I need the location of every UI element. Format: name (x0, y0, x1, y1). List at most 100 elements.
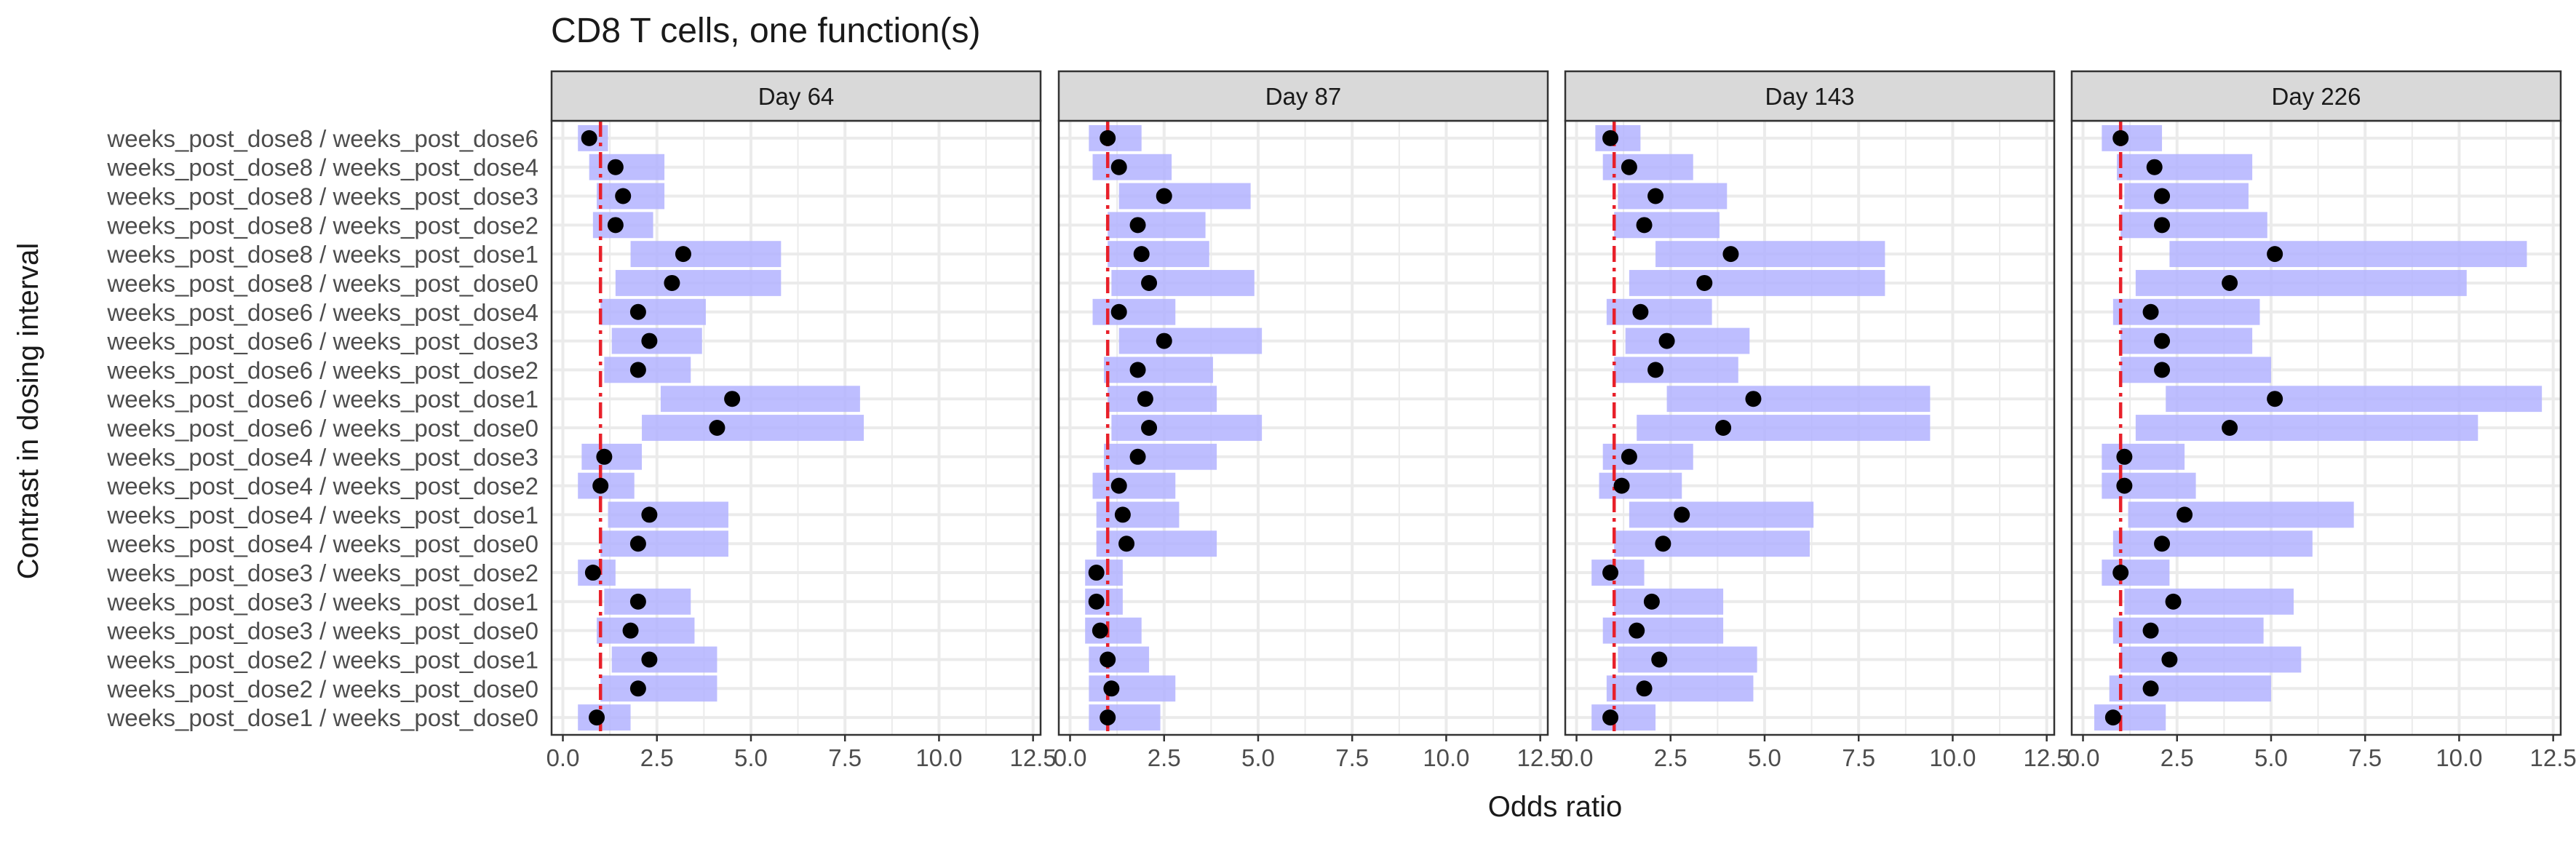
ci-bar (2169, 241, 2527, 268)
estimate-point (1129, 362, 1146, 378)
ci-bar (2112, 298, 2260, 325)
row-labels: weeks_post_dose8 / weeks_post_dose6weeks… (106, 125, 538, 731)
facet-strip (1564, 70, 2056, 122)
y-tick-label: weeks_post_dose2 / weeks_post_dose0 (106, 675, 538, 702)
estimate-point (592, 477, 609, 494)
ci-bar (2120, 646, 2302, 673)
estimate-point (629, 536, 646, 552)
y-tick-label: weeks_post_dose8 / weeks_post_dose6 (106, 125, 538, 152)
ci-bar (611, 646, 717, 673)
x-tick-label: 10.0 (915, 744, 962, 771)
ci-bar (1108, 386, 1217, 413)
estimate-point (641, 651, 658, 668)
estimate-point (615, 188, 632, 204)
ci-bar (642, 415, 864, 441)
estimate-point (1647, 188, 1664, 204)
x-tick-label: 10.0 (1929, 744, 1976, 771)
ci-bar (1111, 270, 1255, 296)
ci-bar (1096, 501, 1180, 528)
y-tick-label: weeks_post_dose4 / weeks_post_dose1 (106, 501, 538, 528)
y-axis-title: Contrast in dosing interval (12, 243, 44, 579)
ci-bar (2102, 560, 2170, 586)
ci-bar (608, 501, 728, 528)
x-tick-label: 12.5 (2024, 744, 2070, 771)
estimate-point (584, 565, 601, 581)
estimate-point (2112, 565, 2129, 581)
y-tick-label: weeks_post_dose8 / weeks_post_dose0 (106, 270, 538, 297)
ci-bar (600, 530, 728, 557)
ci-bar (1096, 530, 1217, 557)
y-tick-label: weeks_post_dose8 / weeks_post_dose4 (106, 154, 538, 181)
estimate-point (2116, 448, 2133, 465)
ci-bar (2166, 386, 2543, 413)
estimate-point (629, 593, 646, 610)
estimate-point (2161, 651, 2178, 668)
estimate-point (596, 448, 613, 465)
ci-bar (1606, 675, 1754, 702)
ci-bar (1614, 588, 1724, 615)
x-tick-label: 0.0 (2067, 744, 2100, 771)
facet-strip (550, 70, 1042, 122)
x-axis-title: Odds ratio (1488, 791, 1623, 823)
ci-bar (2120, 357, 2271, 383)
estimate-point (1118, 536, 1135, 552)
estimate-point (2177, 506, 2193, 523)
estimate-point (629, 680, 646, 697)
estimate-point (1133, 246, 1150, 263)
y-tick-label: weeks_post_dose6 / weeks_post_dose3 (106, 328, 538, 355)
y-tick-label: weeks_post_dose6 / weeks_post_dose4 (106, 299, 538, 326)
ci-bar (2124, 588, 2294, 615)
x-tick-label: 10.0 (2436, 744, 2482, 771)
estimate-point (1103, 680, 1120, 697)
ci-bar (597, 617, 695, 644)
y-tick-label: weeks_post_dose4 / weeks_post_dose0 (106, 530, 538, 557)
x-tick-label: 7.5 (1842, 744, 1875, 771)
ci-bar (1104, 357, 1213, 383)
ci-bar (2112, 530, 2313, 557)
estimate-point (1141, 274, 1158, 291)
x-tick-label: 0.0 (1560, 744, 1594, 771)
estimate-point (2104, 709, 2121, 726)
y-tick-label: weeks_post_dose3 / weeks_post_dose2 (106, 560, 538, 586)
ci-bar (2117, 154, 2253, 180)
estimate-point (607, 159, 624, 175)
ci-bar (1104, 443, 1217, 470)
estimate-point (2267, 246, 2283, 263)
estimate-point (2112, 130, 2129, 146)
estimate-point (581, 130, 597, 146)
ci-bar (1614, 530, 1810, 557)
ci-bar (1602, 154, 1693, 180)
estimate-point (1156, 333, 1172, 349)
x-tick-label: 2.5 (640, 744, 674, 771)
ci-bar (1614, 212, 1720, 239)
y-tick-label: weeks_post_dose8 / weeks_post_dose2 (106, 212, 538, 239)
ci-bar (1092, 298, 1176, 325)
estimate-point (1129, 217, 1146, 234)
ci-bar (1602, 443, 1693, 470)
estimate-point (1636, 217, 1653, 234)
ci-bar (1092, 154, 1172, 180)
estimate-point (1110, 477, 1127, 494)
ci-bar (600, 298, 706, 325)
ci-bar (1118, 327, 1263, 354)
estimate-point (1621, 448, 1637, 465)
estimate-point (2154, 362, 2171, 378)
ci-bar (1629, 270, 1885, 296)
facet-panel: Day 143 0.0 2.5 5.0 7.5 10.0 12.5 (1560, 70, 2070, 771)
estimate-point (1674, 506, 1690, 523)
x-tick-label: 5.0 (1748, 744, 1781, 771)
ci-bar (1108, 241, 1209, 268)
ci-bar (1602, 617, 1724, 644)
estimate-point (664, 274, 680, 291)
ci-bar (1629, 501, 1814, 528)
estimate-point (1647, 362, 1664, 378)
ci-bar (604, 588, 691, 615)
estimate-point (1602, 565, 1619, 581)
y-tick-label: weeks_post_dose3 / weeks_post_dose0 (106, 618, 538, 645)
estimate-point (2142, 303, 2159, 320)
facet-panels: Day 64 0.0 2.5 5.0 7.5 10.0 12.5 Day 87 0.0 2.5 5.… (546, 70, 2576, 771)
x-tick-label: 5.0 (1241, 744, 1275, 771)
x-tick-label: 7.5 (2348, 744, 2382, 771)
estimate-point (1602, 130, 1619, 146)
